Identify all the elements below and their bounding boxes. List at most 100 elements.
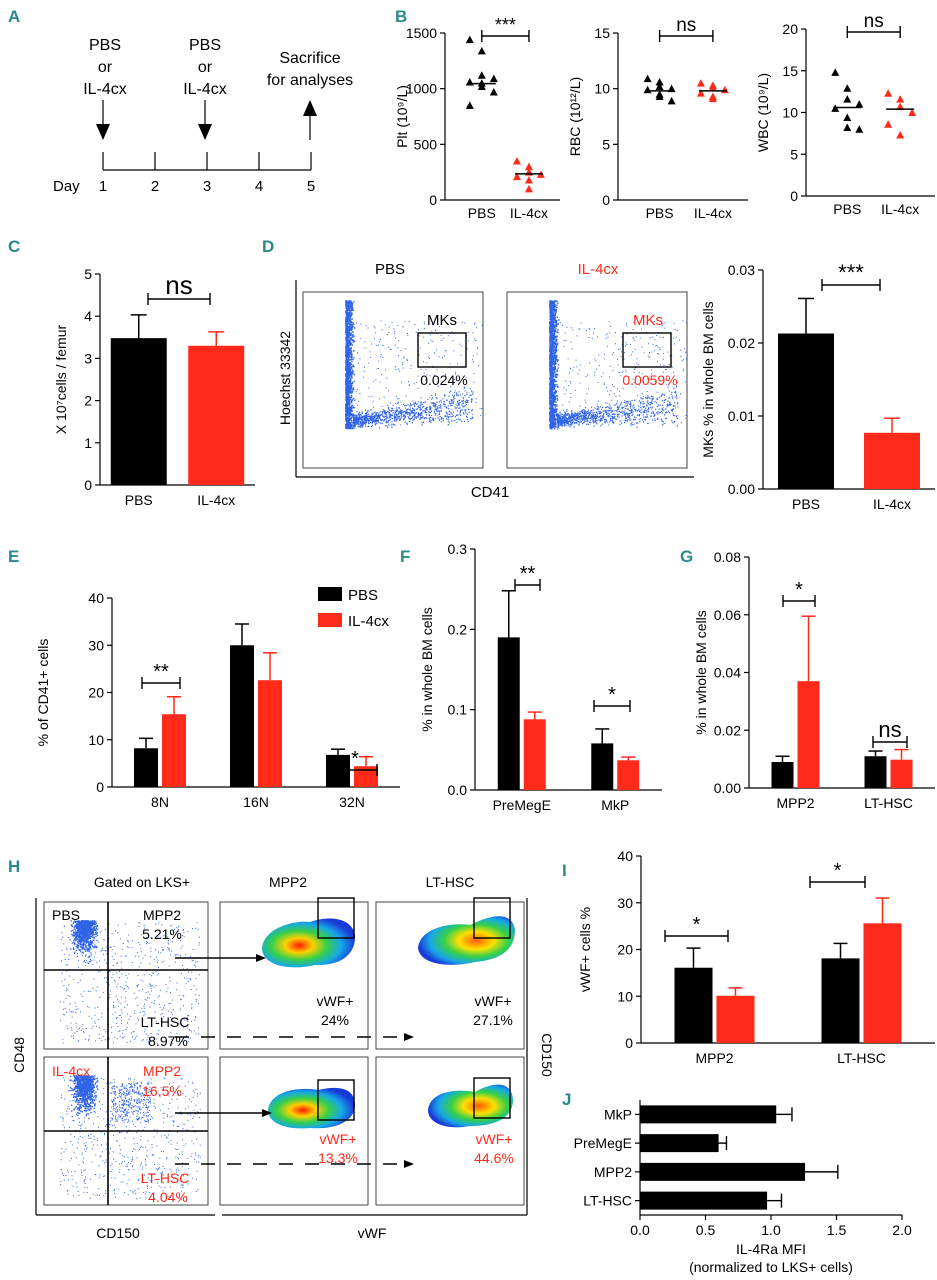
significance-label: * <box>834 860 842 882</box>
vwf-gate <box>317 897 355 939</box>
day-1: 1 <box>99 178 107 195</box>
significance-label: * <box>351 748 359 770</box>
bar <box>617 760 640 790</box>
data-point <box>696 89 705 97</box>
il4-lthsc-name: LT-HSC <box>141 1170 190 1186</box>
data-point <box>896 102 905 111</box>
panel-label-h: H <box>8 857 20 876</box>
significance-label: * <box>795 579 803 601</box>
y-tick-label: 0.2 <box>448 621 468 637</box>
data-point <box>843 123 852 132</box>
pbs-lthsc-pct: 8.97% <box>148 1033 188 1049</box>
flow-h-gated-on: Gated on LKS+ <box>94 874 190 890</box>
flow-panel-h: Gated on LKS+ MPP2 LT-HSC <box>11 874 555 1241</box>
flow-h-pbs-mpp2-frame <box>219 901 369 1050</box>
bar <box>230 645 254 787</box>
gate-arrowhead <box>404 1033 414 1041</box>
y-axis-label: MKs % in whole BM cells <box>700 301 716 457</box>
vwf-gate <box>473 897 511 939</box>
y-axis-label: % of CD41+ cells <box>35 639 51 747</box>
arrowhead-down-1 <box>96 124 110 140</box>
x-tick-label: PBS <box>646 205 674 221</box>
panel-label-c: C <box>8 237 20 256</box>
y-tick-label: 0 <box>625 1035 633 1051</box>
x-tick-label: 1.0 <box>761 1222 781 1238</box>
panel-label-b: B <box>395 7 407 26</box>
bar <box>821 958 860 1043</box>
flow-h-dots <box>60 920 201 1200</box>
density-blob <box>268 1087 355 1129</box>
data-point <box>696 79 705 87</box>
flow-dot-cloud <box>345 300 356 430</box>
flow-h-right-ylabel: CD150 <box>539 1033 555 1077</box>
sac-line1: Sacrifice <box>279 50 340 67</box>
flow-h-xlabel: CD150 <box>96 1225 140 1241</box>
bar <box>674 967 713 1043</box>
y-tick-label: 30 <box>617 895 633 911</box>
bar <box>354 766 378 787</box>
bar <box>716 995 755 1043</box>
day-4: 4 <box>255 178 263 195</box>
y-tick-label: 0 <box>84 477 92 493</box>
significance-label: ** <box>153 661 169 683</box>
flow-dot-cloud <box>69 920 99 964</box>
y-tick-label: 500 <box>414 136 438 152</box>
flow-d-il4-gate-label: MKs <box>633 312 663 329</box>
flow-d-pbs-pct: 0.024% <box>420 372 467 388</box>
data-point <box>489 88 498 96</box>
x-tick-label: IL-4cx <box>197 492 235 508</box>
il4-lthsc-pct: 4.04% <box>148 1189 188 1205</box>
x-tick-label: MPP2 <box>695 1050 733 1066</box>
y-tick-label: 1500 <box>406 25 437 41</box>
significance-label: *** <box>495 15 516 35</box>
significance-label: * <box>693 914 701 936</box>
data-point <box>843 113 852 122</box>
bar <box>778 333 834 489</box>
flow-d-xlabel: CD41 <box>471 484 509 501</box>
data-point <box>524 184 533 193</box>
data-point <box>708 94 717 103</box>
data-point <box>720 85 729 94</box>
x-tick-label: IL-4cx <box>694 205 732 221</box>
legend-swatch-pbs <box>318 587 342 601</box>
flow-d-il4-gate <box>622 332 672 368</box>
vwf-il4-lthsc-name: vWF+ <box>476 1131 513 1147</box>
x-tick-label: PBS <box>833 201 861 217</box>
flow-h-mpp2-col: MPP2 <box>269 874 307 890</box>
data-point <box>643 74 652 83</box>
significance-label: ns <box>878 717 901 742</box>
y-tick-label: MPP2 <box>594 1164 632 1180</box>
flow-h-pbs-frame <box>43 901 209 1050</box>
data-point <box>855 100 864 108</box>
inj1-line1: PBS <box>89 37 121 54</box>
bar <box>640 1162 806 1181</box>
y-tick-label: 10 <box>617 988 633 1004</box>
data-point <box>465 35 474 44</box>
y-tick-label: 15 <box>782 63 798 79</box>
data-point <box>896 95 905 103</box>
panel-label-i: I <box>562 861 567 880</box>
data-point <box>489 74 498 83</box>
y-tick-label: PreMegE <box>574 1135 632 1151</box>
y-tick-label: 0.06 <box>714 607 741 623</box>
significance-label: ** <box>520 563 536 585</box>
panel-label-e: E <box>8 547 19 566</box>
flow-h-vwf-xlabel: vWF <box>358 1225 387 1241</box>
data-point <box>477 82 486 90</box>
y-axis-label: vWF+ cells % <box>577 907 593 992</box>
density-blob <box>418 916 515 965</box>
flow-d-pbs-gate-label: MKs <box>427 312 457 329</box>
x-tick-label: MkP <box>601 797 629 813</box>
y-tick-label: 0.0 <box>448 782 468 798</box>
flow-h-il4-tag: IL-4cx <box>52 1063 90 1079</box>
il4-mpp2-pct: 16.5% <box>142 1083 182 1099</box>
pbs-lthsc-name: LT-HSC <box>141 1014 190 1030</box>
y-axis-label: % in whole BM cells <box>419 607 435 732</box>
vwf-gate <box>473 1077 511 1119</box>
data-point <box>524 175 533 184</box>
data-point <box>708 83 717 92</box>
x-tick-label: PreMegE <box>493 797 551 813</box>
panel-label-a: A <box>8 7 20 26</box>
x-tick-label: 1.5 <box>827 1222 847 1238</box>
flow-h-pbs-lthsc-frame <box>375 901 525 1050</box>
